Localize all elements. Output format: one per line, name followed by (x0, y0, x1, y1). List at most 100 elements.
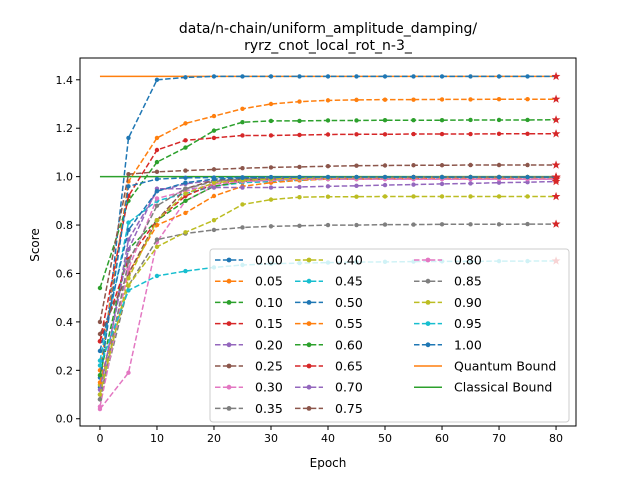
data-point (468, 181, 473, 186)
data-point (496, 96, 502, 102)
data-point (97, 331, 103, 337)
data-point (97, 319, 103, 325)
data-point (240, 175, 245, 181)
data-point (97, 363, 103, 368)
legend-label: 0.60 (335, 337, 363, 352)
y-axis-label: Score (28, 228, 42, 262)
legend-marker-swatch (226, 257, 232, 263)
legend-label: 0.20 (255, 337, 283, 352)
legend-label: 0.80 (454, 253, 482, 268)
data-point (382, 182, 388, 188)
data-point (154, 244, 160, 250)
legend-label: 0.05 (255, 274, 283, 289)
y-tick-label: 0.6 (56, 267, 74, 280)
data-point (411, 182, 416, 187)
legend-marker-swatch (226, 342, 232, 348)
data-point (154, 222, 160, 228)
data-point (382, 74, 388, 79)
data-point (240, 119, 245, 125)
data-point (183, 168, 188, 173)
data-point (297, 184, 302, 190)
data-point (126, 227, 131, 233)
legend-label: 1.00 (454, 337, 482, 352)
data-point (468, 117, 473, 123)
data-point (439, 74, 445, 79)
data-point (382, 222, 388, 227)
data-point (468, 194, 473, 199)
series-1.00 (97, 172, 561, 354)
data-point (97, 372, 103, 378)
legend-item: 0.10 (215, 295, 283, 310)
legend-box (209, 248, 570, 423)
x-tick-label: 10 (150, 432, 164, 445)
data-point (211, 135, 217, 141)
legend-label: Classical Bound (454, 380, 552, 395)
data-point (183, 191, 188, 196)
data-point (382, 97, 388, 102)
data-point (325, 118, 331, 123)
data-point (183, 75, 188, 80)
legend-item: 1.00 (414, 337, 482, 352)
x-tick-label: 60 (435, 432, 449, 445)
legend-marker-swatch (425, 300, 431, 305)
data-point (439, 97, 445, 102)
data-point (97, 404, 103, 409)
data-point (439, 163, 445, 168)
data-point (183, 180, 188, 185)
data-point (325, 174, 331, 180)
legend-marker-swatch (306, 300, 312, 305)
legend-marker-swatch (306, 321, 312, 326)
data-point (211, 227, 217, 233)
data-point (240, 74, 245, 79)
data-point (97, 285, 103, 291)
legend-item: 0.45 (295, 274, 363, 289)
legend-marker-swatch (226, 300, 232, 305)
data-point (411, 163, 416, 168)
data-point (183, 268, 188, 274)
data-point (354, 174, 359, 180)
data-point (411, 174, 416, 180)
data-point (354, 74, 359, 79)
legend-marker-swatch (425, 257, 431, 263)
legend-item: Classical Bound (414, 380, 552, 395)
x-tick-label: 80 (549, 432, 563, 445)
data-point (211, 167, 217, 172)
legend-label: 0.35 (255, 401, 283, 416)
series-0.25 (97, 160, 561, 325)
data-point (268, 175, 274, 180)
x-axis-label: Epoch (310, 456, 347, 470)
legend-label: 0.90 (454, 295, 482, 310)
series-0.10 (97, 115, 561, 291)
legend-item: 0.05 (215, 274, 283, 289)
data-point (411, 118, 416, 123)
data-point (154, 169, 160, 174)
data-point (439, 194, 445, 199)
legend-marker-swatch (226, 363, 232, 369)
data-point (411, 97, 416, 102)
legend-marker-swatch (226, 278, 232, 284)
data-point (154, 147, 160, 153)
data-point (126, 276, 131, 281)
legend-item: 0.60 (295, 337, 363, 352)
data-point (183, 145, 188, 150)
final-star-marker (551, 129, 561, 138)
data-point (525, 174, 530, 180)
data-point (240, 225, 245, 230)
data-point (525, 131, 530, 136)
data-point (126, 247, 131, 252)
legend-marker-swatch (306, 342, 312, 348)
data-point (97, 397, 103, 402)
data-point (496, 74, 502, 79)
axes: 0 10 20 30 40 50 60 70 80 0.0 0.2 0.4 0.6 0.8 1.0 1.2 1.… (56, 57, 577, 445)
data-point (325, 164, 331, 169)
data-point (268, 165, 274, 170)
data-point (411, 131, 416, 137)
legend: 0.00 0.05 0.10 0.15 0.20 0.25 0.30 0.35 0.40 0.45… (209, 248, 570, 423)
legend-marker-swatch (306, 363, 312, 369)
data-point (183, 175, 188, 181)
data-series (97, 71, 561, 412)
data-point (183, 138, 188, 143)
data-point (354, 163, 359, 168)
data-point (382, 132, 388, 137)
